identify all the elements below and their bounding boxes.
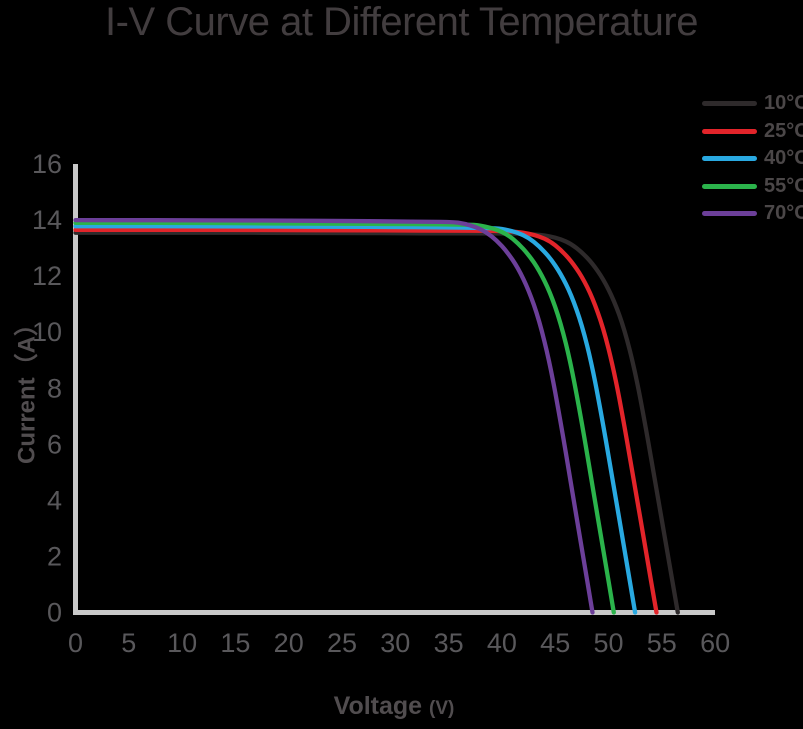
y-tick-label: 16 [32,149,62,179]
curve-40°C [73,224,638,615]
y-axis-title-text: Current（A） [13,311,41,465]
x-tick-label: 45 [540,628,570,658]
x-tick-label: 15 [220,628,250,658]
chart-title: I-V Curve at Different Temperature [105,0,698,44]
legend-label: 70°C [764,202,803,225]
x-axis-title: Voltage (V) [73,692,715,721]
y-tick-label: 0 [47,598,62,628]
curve-70°C [73,217,595,615]
y-axis-line [73,164,78,615]
curve-55°C [73,220,616,615]
x-tick-label: 55 [647,628,677,658]
legend-label: 40°C [764,147,803,170]
legend-item: 10°C [702,90,803,118]
x-tick-label: 50 [593,628,623,658]
x-tick-label: 5 [121,628,136,658]
legend-swatch [702,156,757,162]
y-tick-label: 12 [32,261,62,291]
legend-item: 70°C [702,200,803,228]
legend-label: 55°C [764,174,803,197]
y-tick-label: 8 [47,373,62,403]
legend-swatch [702,211,757,217]
legend-swatch [702,183,757,189]
legend-swatch [702,101,757,107]
curve-25°C [73,227,659,615]
legend-item: 40°C [702,145,803,173]
legend-label: 25°C [764,119,803,142]
x-tick-label: 60 [700,628,730,658]
legend-label: 10°C [764,92,803,115]
y-tick-label: 10 [32,317,62,347]
x-tick-label: 10 [167,628,197,658]
legend-swatch [702,128,757,134]
legend: 10°C 25°C 40°C 55°C 70°C [702,90,803,228]
y-tick-label: 4 [47,485,62,515]
y-axis-title: Current（A） [7,312,42,464]
x-tick-label: 40 [487,628,517,658]
x-tick-label: 30 [380,628,410,658]
x-tick-label: 0 [68,628,83,658]
x-axis-title-text: Voltage [333,692,423,720]
y-tick-label: 2 [47,541,62,571]
x-axis-unit-text: (V) [429,698,455,719]
curve-10°C [73,230,680,615]
x-tick-label: 20 [274,628,304,658]
y-tick-label: 14 [32,205,62,235]
legend-item: 55°C [702,173,803,201]
y-tick-label: 6 [47,429,62,459]
legend-item: 25°C [702,118,803,146]
x-tick-label: 25 [327,628,357,658]
x-axis-line [73,610,715,615]
x-tick-label: 35 [434,628,464,658]
